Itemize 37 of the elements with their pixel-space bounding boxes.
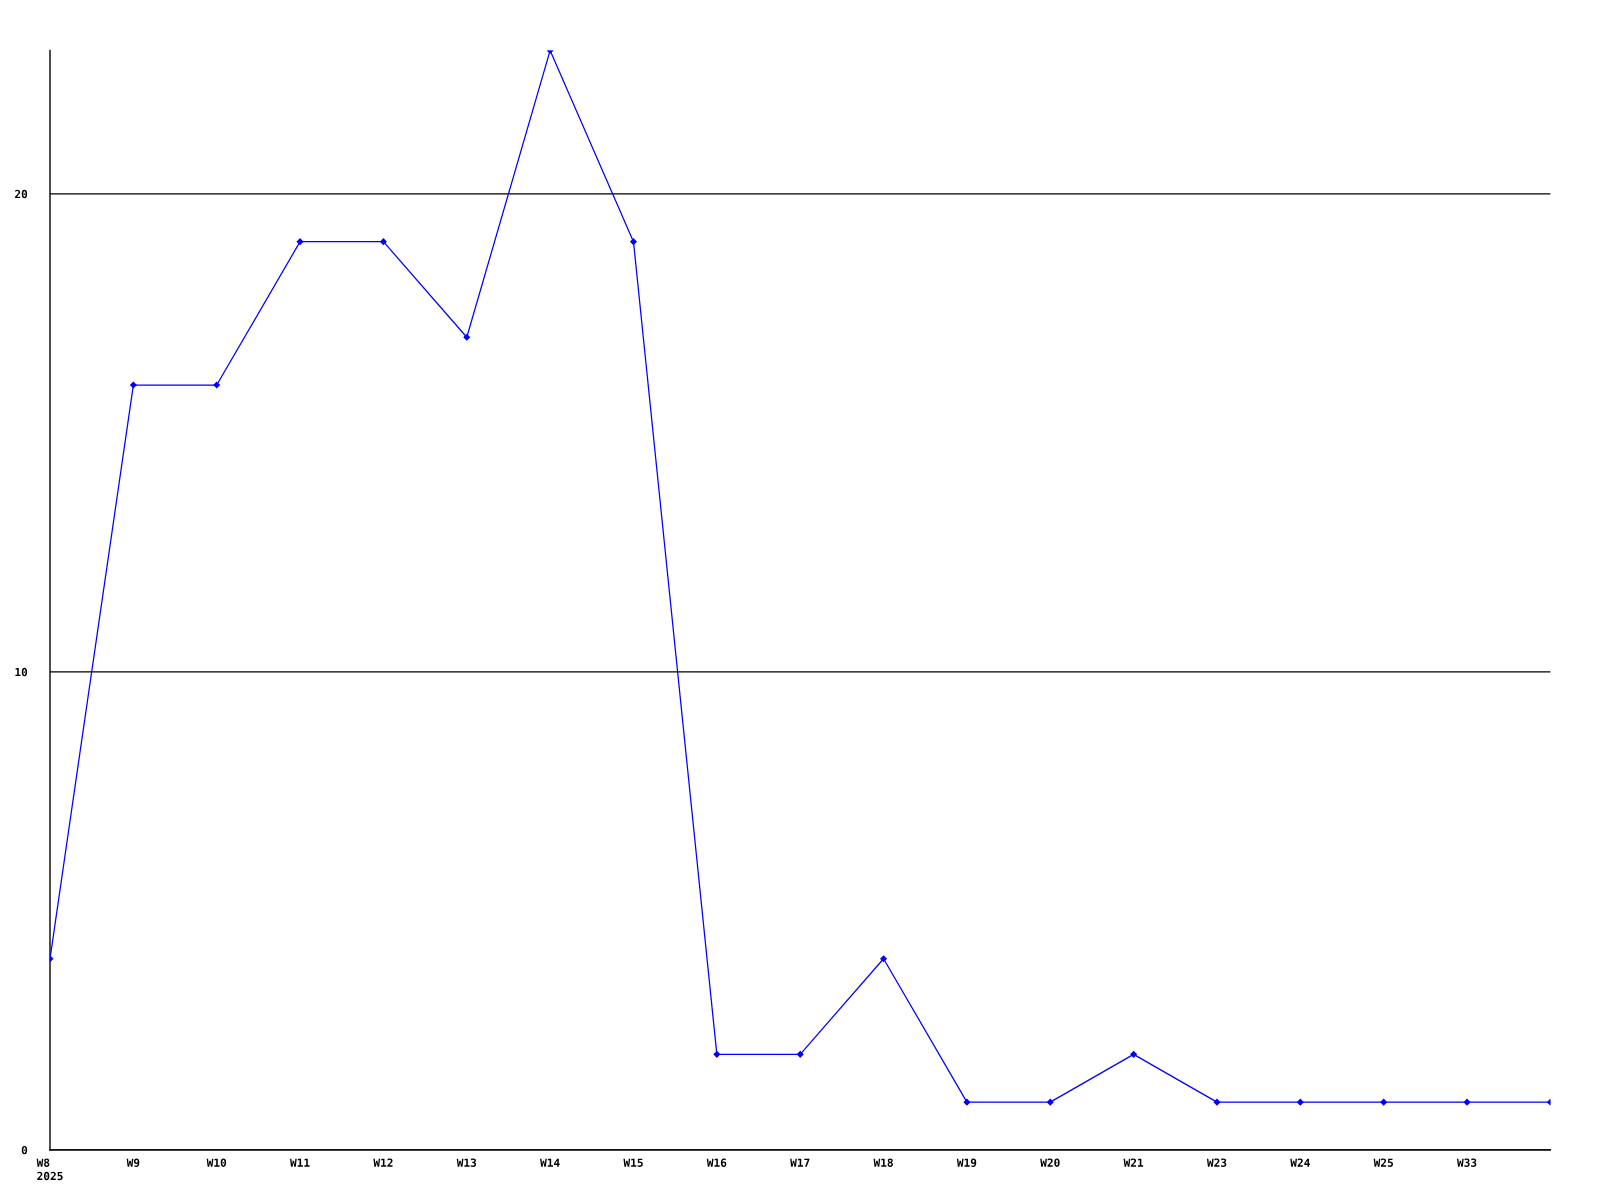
x-tick-label: W15 <box>623 1158 643 1167</box>
x-tick-label: W19 <box>956 1158 977 1167</box>
x-tick-label: W17 <box>790 1158 810 1167</box>
x-tick-label: W8 2025 <box>36 1158 63 1181</box>
x-tick-label: W16 <box>706 1158 727 1167</box>
point <box>713 1051 721 1058</box>
point <box>1047 1098 1054 1106</box>
x-tick-label: W33 <box>1457 1158 1477 1167</box>
point <box>963 1098 971 1106</box>
point <box>880 955 887 962</box>
point <box>380 238 387 245</box>
point <box>130 381 137 389</box>
point <box>1130 1051 1137 1058</box>
point <box>1213 1098 1221 1106</box>
point <box>630 238 637 245</box>
point <box>1380 1098 1387 1106</box>
point <box>1297 1098 1304 1106</box>
point <box>1463 1098 1471 1106</box>
y-tick-label: 0 <box>21 1145 28 1155</box>
x-tick-label: W10 <box>206 1158 227 1167</box>
x-tick-label: W11 <box>290 1158 310 1167</box>
y-tick-label: 20 <box>15 189 28 199</box>
x-tick-label: W13 <box>456 1158 477 1167</box>
x-tick-label: W18 <box>873 1158 893 1167</box>
x-tick-label: W24 <box>1290 1158 1310 1167</box>
x-tick-label: W25 <box>1373 1158 1393 1167</box>
x-tick-label: W14 <box>540 1158 560 1167</box>
point <box>796 1051 804 1058</box>
x-tick-label: W21 <box>1123 1158 1144 1167</box>
x-tick-label: W9 <box>126 1158 140 1167</box>
point <box>296 238 304 245</box>
y-tick-label: 10 <box>15 667 28 677</box>
point <box>463 333 471 341</box>
point <box>213 381 220 389</box>
x-tick-label: W20 <box>1040 1158 1060 1167</box>
x-tick-label: W12 <box>373 1158 393 1167</box>
x-tick-label: W23 <box>1206 1158 1227 1167</box>
